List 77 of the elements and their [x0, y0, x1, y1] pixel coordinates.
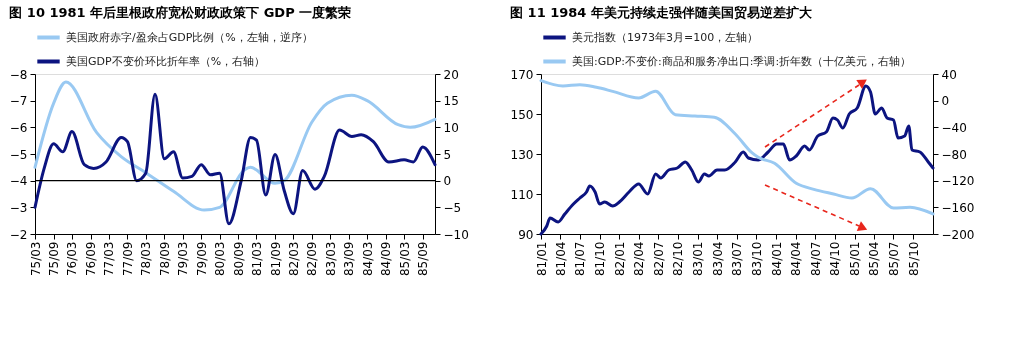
x-tick-label: 85/09: [416, 241, 431, 277]
legend-label: 美元指数（1973年3月=100，左轴）: [572, 30, 759, 44]
x-tick-label: 84/01: [769, 241, 784, 277]
x-tick-label: 75/03: [28, 241, 43, 277]
x-tick-label: 79/09: [194, 241, 209, 277]
x-tick-label: 84/07: [808, 241, 823, 277]
chart-title: 图 11 1984 年美元持续走强伴随美国贸易逆差扩大: [510, 5, 813, 20]
x-tick-label: 83/04: [710, 241, 725, 277]
x-tick-label: 83/09: [342, 241, 357, 277]
x-tick-label: 77/03: [102, 241, 117, 277]
y2-tick-label: 20: [443, 67, 459, 82]
x-tick-label: 79/03: [176, 241, 191, 277]
y-tick-label: 170: [510, 67, 534, 82]
x-tick-label: 80/03: [213, 241, 228, 277]
x-tick-label: 85/03: [397, 241, 412, 277]
y-tick-label: −2: [9, 227, 28, 242]
x-tick-label: 83/01: [691, 241, 706, 277]
y2-tick-label: −120: [941, 174, 975, 189]
y-tick-label: 150: [510, 107, 534, 122]
y2-tick-label: 5: [443, 147, 452, 162]
x-tick-label: 81/09: [268, 241, 283, 277]
x-tick-label: 85/04: [867, 241, 882, 277]
line-series: [33, 92, 437, 226]
x-tick-label: 76/03: [65, 241, 80, 277]
y2-tick-label: −5: [443, 200, 462, 215]
x-tick-label: 85/01: [848, 241, 863, 277]
x-tick-label: 78/03: [139, 241, 154, 277]
y2-tick-label: 0: [941, 94, 950, 109]
x-tick-label: 76/09: [84, 241, 99, 277]
legend-label: 美国GDP不变价环比折年率（%，右轴）: [66, 54, 266, 68]
y-tick-label: −8: [9, 67, 28, 82]
y-tick-label: −4: [9, 174, 28, 189]
x-tick-label: 82/03: [286, 241, 301, 277]
x-tick-label: 85/10: [906, 241, 921, 277]
y2-tick-label: −160: [941, 200, 975, 215]
y2-tick-label: −10: [443, 227, 469, 242]
y-tick-label: −6: [9, 120, 28, 135]
x-tick-label: 81/04: [553, 241, 568, 277]
y-tick-label: 130: [510, 147, 534, 162]
y-tick-label: −3: [9, 200, 28, 215]
y2-tick-label: 10: [443, 120, 459, 135]
legend-label: 美国:GDP:不变价:商品和服务净出口:季调:折年数（十亿美元，右轴）: [572, 54, 912, 68]
y2-tick-label: 15: [443, 94, 459, 109]
y2-tick-label: −80: [941, 147, 967, 162]
x-tick-label: 81/10: [593, 241, 608, 277]
x-tick-label: 80/09: [231, 241, 246, 277]
line-series: [539, 79, 935, 216]
y-tick-label: 90: [518, 227, 534, 242]
chart-title: 图 10 1981 年后里根政府宽松财政政策下 GDP 一度繁荣: [9, 5, 352, 20]
y2-tick-label: 0: [443, 174, 452, 189]
x-tick-label: 82/09: [305, 241, 320, 277]
x-tick-label: 84/03: [360, 241, 375, 277]
x-tick-label: 84/09: [379, 241, 394, 277]
y-tick-label: −5: [9, 147, 28, 162]
line-series: [33, 80, 437, 212]
x-tick-label: 81/03: [249, 241, 264, 277]
x-tick-label: 82/01: [612, 241, 627, 277]
y2-tick-label: −200: [941, 227, 975, 242]
x-tick-label: 78/09: [157, 241, 172, 277]
legend-label: 美国政府赤字/盈余占GDP比例（%，左轴，逆序）: [66, 30, 313, 44]
x-tick-label: 84/10: [828, 241, 843, 277]
x-tick-label: 83/03: [323, 241, 338, 277]
y2-tick-label: −40: [941, 120, 967, 135]
y-tick-label: 110: [510, 187, 534, 202]
x-tick-label: 85/07: [887, 241, 901, 277]
x-tick-label: 84/04: [789, 241, 804, 277]
x-tick-label: 81/01: [534, 241, 549, 277]
x-tick-label: 77/09: [120, 241, 135, 277]
y-tick-label: −7: [9, 94, 28, 109]
x-tick-label: 82/07: [651, 241, 666, 277]
x-tick-label: 82/10: [671, 241, 686, 277]
y2-tick-label: 40: [941, 67, 957, 82]
x-tick-label: 83/10: [749, 241, 764, 277]
x-tick-label: 82/04: [632, 241, 647, 277]
x-tick-label: 83/07: [730, 241, 745, 277]
x-tick-label: 75/09: [47, 241, 62, 277]
x-tick-label: 81/07: [573, 241, 588, 277]
